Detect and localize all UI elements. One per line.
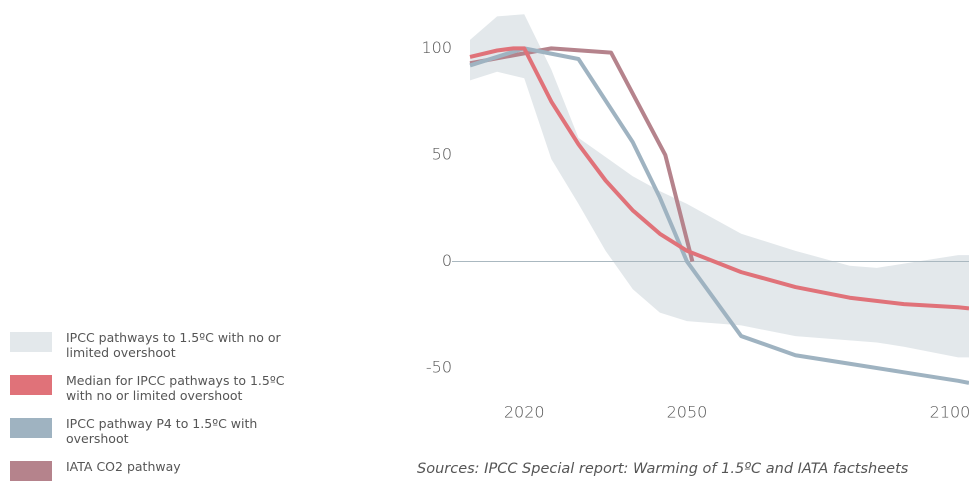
legend-label: IPCC pathways to 1.5ºC with no or limite…	[66, 330, 281, 360]
y-tick-label: 100	[421, 38, 452, 57]
y-tick-label: -50	[426, 358, 452, 377]
series-line	[469, 46, 695, 262]
x-tick-label: 2020	[504, 403, 545, 422]
series-line	[469, 46, 969, 385]
legend-item: IPCC pathways to 1.5ºC with no or limite…	[10, 330, 310, 373]
legend-swatch	[10, 332, 52, 352]
legend-item: Median for IPCC pathways to 1.5ºC with n…	[10, 373, 310, 416]
legend-item: IATA CO2 pathway	[10, 459, 310, 482]
series-line	[469, 46, 969, 311]
legend-label: Median for IPCC pathways to 1.5ºC with n…	[66, 373, 285, 403]
x-tick-label: 2100	[930, 403, 969, 422]
sources: Sources: IPCC Special report: Warming of…	[417, 461, 909, 477]
x-tick-label: 2050	[667, 403, 708, 422]
y-tick-label: 0	[442, 251, 452, 270]
legend-item: IPCC pathway P4 to 1.5ºC with overshoot	[10, 416, 310, 459]
legend-swatch	[10, 461, 52, 481]
legend-swatch	[10, 418, 52, 438]
legend: IPCC pathways to 1.5ºC with no or limite…	[10, 330, 310, 482]
range-band	[470, 14, 969, 358]
y-tick-label: 50	[432, 144, 452, 163]
legend-label: IATA CO2 pathway	[66, 459, 181, 474]
legend-swatch	[10, 375, 52, 395]
legend-label: IPCC pathway P4 to 1.5ºC with overshoot	[66, 416, 258, 446]
